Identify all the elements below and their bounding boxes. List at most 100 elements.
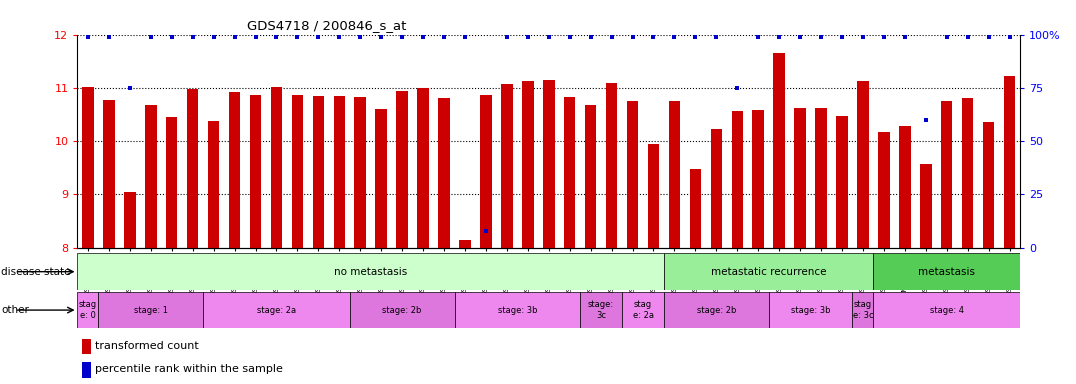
Point xyxy=(812,34,830,40)
Bar xyxy=(376,109,387,248)
Text: stage: 2a: stage: 2a xyxy=(257,306,296,314)
Bar xyxy=(942,101,952,248)
Point xyxy=(206,34,223,40)
Text: metastatic recurrence: metastatic recurrence xyxy=(711,266,826,277)
Bar xyxy=(354,97,366,248)
Bar xyxy=(208,121,220,248)
Point xyxy=(352,34,369,40)
Bar xyxy=(982,122,994,248)
Bar xyxy=(103,99,115,248)
Point xyxy=(708,34,725,40)
Point xyxy=(268,34,285,40)
Text: stag
e: 2a: stag e: 2a xyxy=(633,300,653,320)
Point xyxy=(122,85,139,91)
Text: stage: 3b: stage: 3b xyxy=(791,306,831,314)
Point xyxy=(372,34,390,40)
Point xyxy=(875,34,892,40)
Bar xyxy=(82,362,91,377)
Bar xyxy=(166,117,178,248)
Bar xyxy=(664,253,874,290)
Point xyxy=(498,34,515,40)
Text: stage: 1: stage: 1 xyxy=(133,306,168,314)
Text: other: other xyxy=(1,305,29,315)
Point xyxy=(770,34,788,40)
Bar xyxy=(145,105,156,248)
Bar xyxy=(648,144,660,248)
Bar xyxy=(668,101,680,248)
Bar xyxy=(438,98,450,248)
Bar xyxy=(334,96,345,248)
Bar xyxy=(187,89,198,248)
Bar xyxy=(920,164,932,248)
Bar xyxy=(396,91,408,248)
Bar xyxy=(690,169,702,248)
Bar xyxy=(606,83,618,248)
Point xyxy=(980,34,997,40)
Point xyxy=(310,34,327,40)
Bar xyxy=(878,132,890,248)
Point xyxy=(540,34,557,40)
Point xyxy=(582,34,599,40)
Point xyxy=(624,34,641,40)
Bar xyxy=(82,87,94,248)
Bar xyxy=(768,292,852,328)
Point xyxy=(728,85,746,91)
Point xyxy=(750,34,767,40)
Bar xyxy=(1004,76,1016,248)
Bar xyxy=(271,87,282,248)
Bar xyxy=(522,81,534,248)
Point xyxy=(478,228,495,234)
Point xyxy=(414,34,431,40)
Text: transformed count: transformed count xyxy=(96,341,199,351)
Point xyxy=(226,34,243,40)
Point xyxy=(436,34,453,40)
Point xyxy=(330,34,348,40)
Text: percentile rank within the sample: percentile rank within the sample xyxy=(96,364,283,374)
Point xyxy=(80,34,97,40)
Text: disease state: disease state xyxy=(1,266,71,277)
Point xyxy=(142,34,159,40)
Bar xyxy=(585,105,596,248)
Bar xyxy=(203,292,350,328)
Point xyxy=(896,34,914,40)
Bar xyxy=(816,108,826,248)
Point xyxy=(645,34,662,40)
Text: stage: 3b: stage: 3b xyxy=(497,306,537,314)
Point xyxy=(100,34,117,40)
Text: GDS4718 / 200846_s_at: GDS4718 / 200846_s_at xyxy=(247,19,407,32)
Text: stag
e: 3c: stag e: 3c xyxy=(852,300,874,320)
Point xyxy=(792,34,809,40)
Text: no metastasis: no metastasis xyxy=(334,266,408,277)
Bar xyxy=(350,292,454,328)
Bar xyxy=(794,108,806,248)
Bar xyxy=(836,116,848,248)
Bar xyxy=(77,253,664,290)
Bar xyxy=(417,88,429,248)
Text: stage: 2b: stage: 2b xyxy=(696,306,736,314)
Point xyxy=(561,34,578,40)
Bar xyxy=(962,98,974,248)
Bar xyxy=(732,111,744,248)
Point xyxy=(834,34,851,40)
Bar xyxy=(77,292,98,328)
Point xyxy=(686,34,704,40)
Text: stage:
3c: stage: 3c xyxy=(589,300,614,320)
Bar xyxy=(710,129,722,248)
Point xyxy=(959,34,976,40)
Bar xyxy=(124,192,136,248)
Bar xyxy=(480,95,492,248)
Bar xyxy=(664,292,768,328)
Point xyxy=(456,34,473,40)
Bar xyxy=(774,53,784,248)
Bar xyxy=(229,92,240,248)
Bar xyxy=(874,292,1020,328)
Point xyxy=(938,34,955,40)
Point xyxy=(394,34,411,40)
Point xyxy=(1001,34,1018,40)
Bar xyxy=(98,292,203,328)
Point xyxy=(854,34,872,40)
Bar xyxy=(627,101,638,248)
Bar xyxy=(752,110,764,248)
Text: stage: 2b: stage: 2b xyxy=(382,306,422,314)
Point xyxy=(666,34,683,40)
